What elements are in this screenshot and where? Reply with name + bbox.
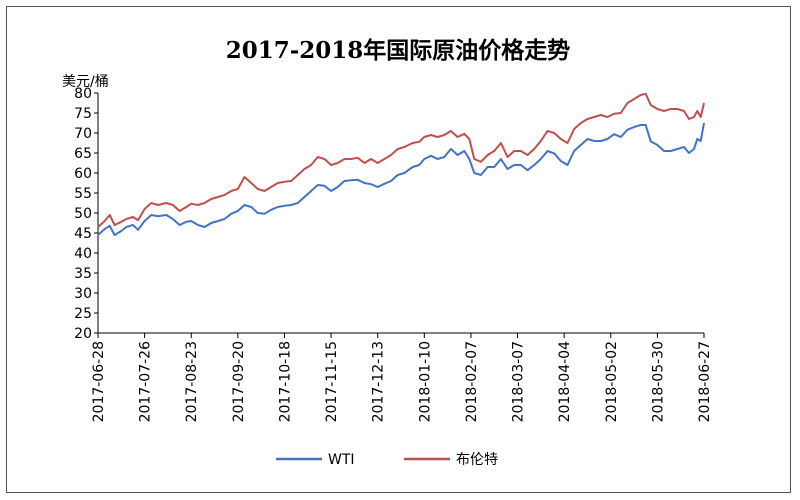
x-tick-label: 2018-05-02 — [604, 341, 620, 422]
x-tick-label: 2018-05-30 — [650, 341, 666, 422]
x-tick-label: 2018-06-27 — [697, 341, 713, 422]
series-line-brent — [97, 92, 705, 228]
y-tick-label: 70 — [74, 126, 92, 142]
x-tick-label: 2017-08-23 — [184, 341, 200, 422]
x-tick-label: 2017-06-28 — [91, 341, 107, 422]
y-tick-label: 45 — [74, 226, 92, 242]
y-tick-label: 80 — [74, 86, 92, 102]
y-tick-label: 75 — [74, 106, 92, 122]
y-tick-label: 55 — [74, 186, 92, 202]
y-tick-label: 25 — [74, 306, 92, 322]
y-axis-unit-label: 美元/桶 — [62, 74, 109, 90]
chart-title: 2017-2018年国际原油价格走势 — [226, 37, 571, 64]
x-tick-label: 2017-12-13 — [371, 341, 387, 422]
y-tick-label: 40 — [74, 246, 92, 262]
x-tick-label: 2018-01-10 — [417, 341, 433, 422]
y-tick-label: 35 — [74, 266, 92, 282]
x-tick-label: 2018-02-07 — [464, 341, 480, 422]
y-tick-label: 30 — [74, 286, 92, 302]
y-tick-label: 20 — [74, 326, 92, 342]
y-tick-label: 50 — [74, 206, 92, 222]
y-tick-label: 65 — [74, 146, 92, 162]
x-tick-label: 2017-09-20 — [231, 341, 247, 422]
legend-label-wti: WTI — [328, 452, 355, 468]
x-tick-label: 2018-03-07 — [511, 341, 527, 422]
chart-frame — [6, 6, 791, 493]
x-tick-label: 2017-07-26 — [138, 341, 154, 422]
series-line-wti — [97, 122, 705, 236]
x-tick-label: 2017-10-18 — [277, 341, 293, 422]
legend-label-brent: 布伦特 — [456, 452, 498, 468]
x-tick-label: 2017-11-15 — [324, 341, 340, 422]
y-tick-label: 60 — [74, 166, 92, 182]
x-tick-label: 2018-04-04 — [557, 341, 573, 422]
